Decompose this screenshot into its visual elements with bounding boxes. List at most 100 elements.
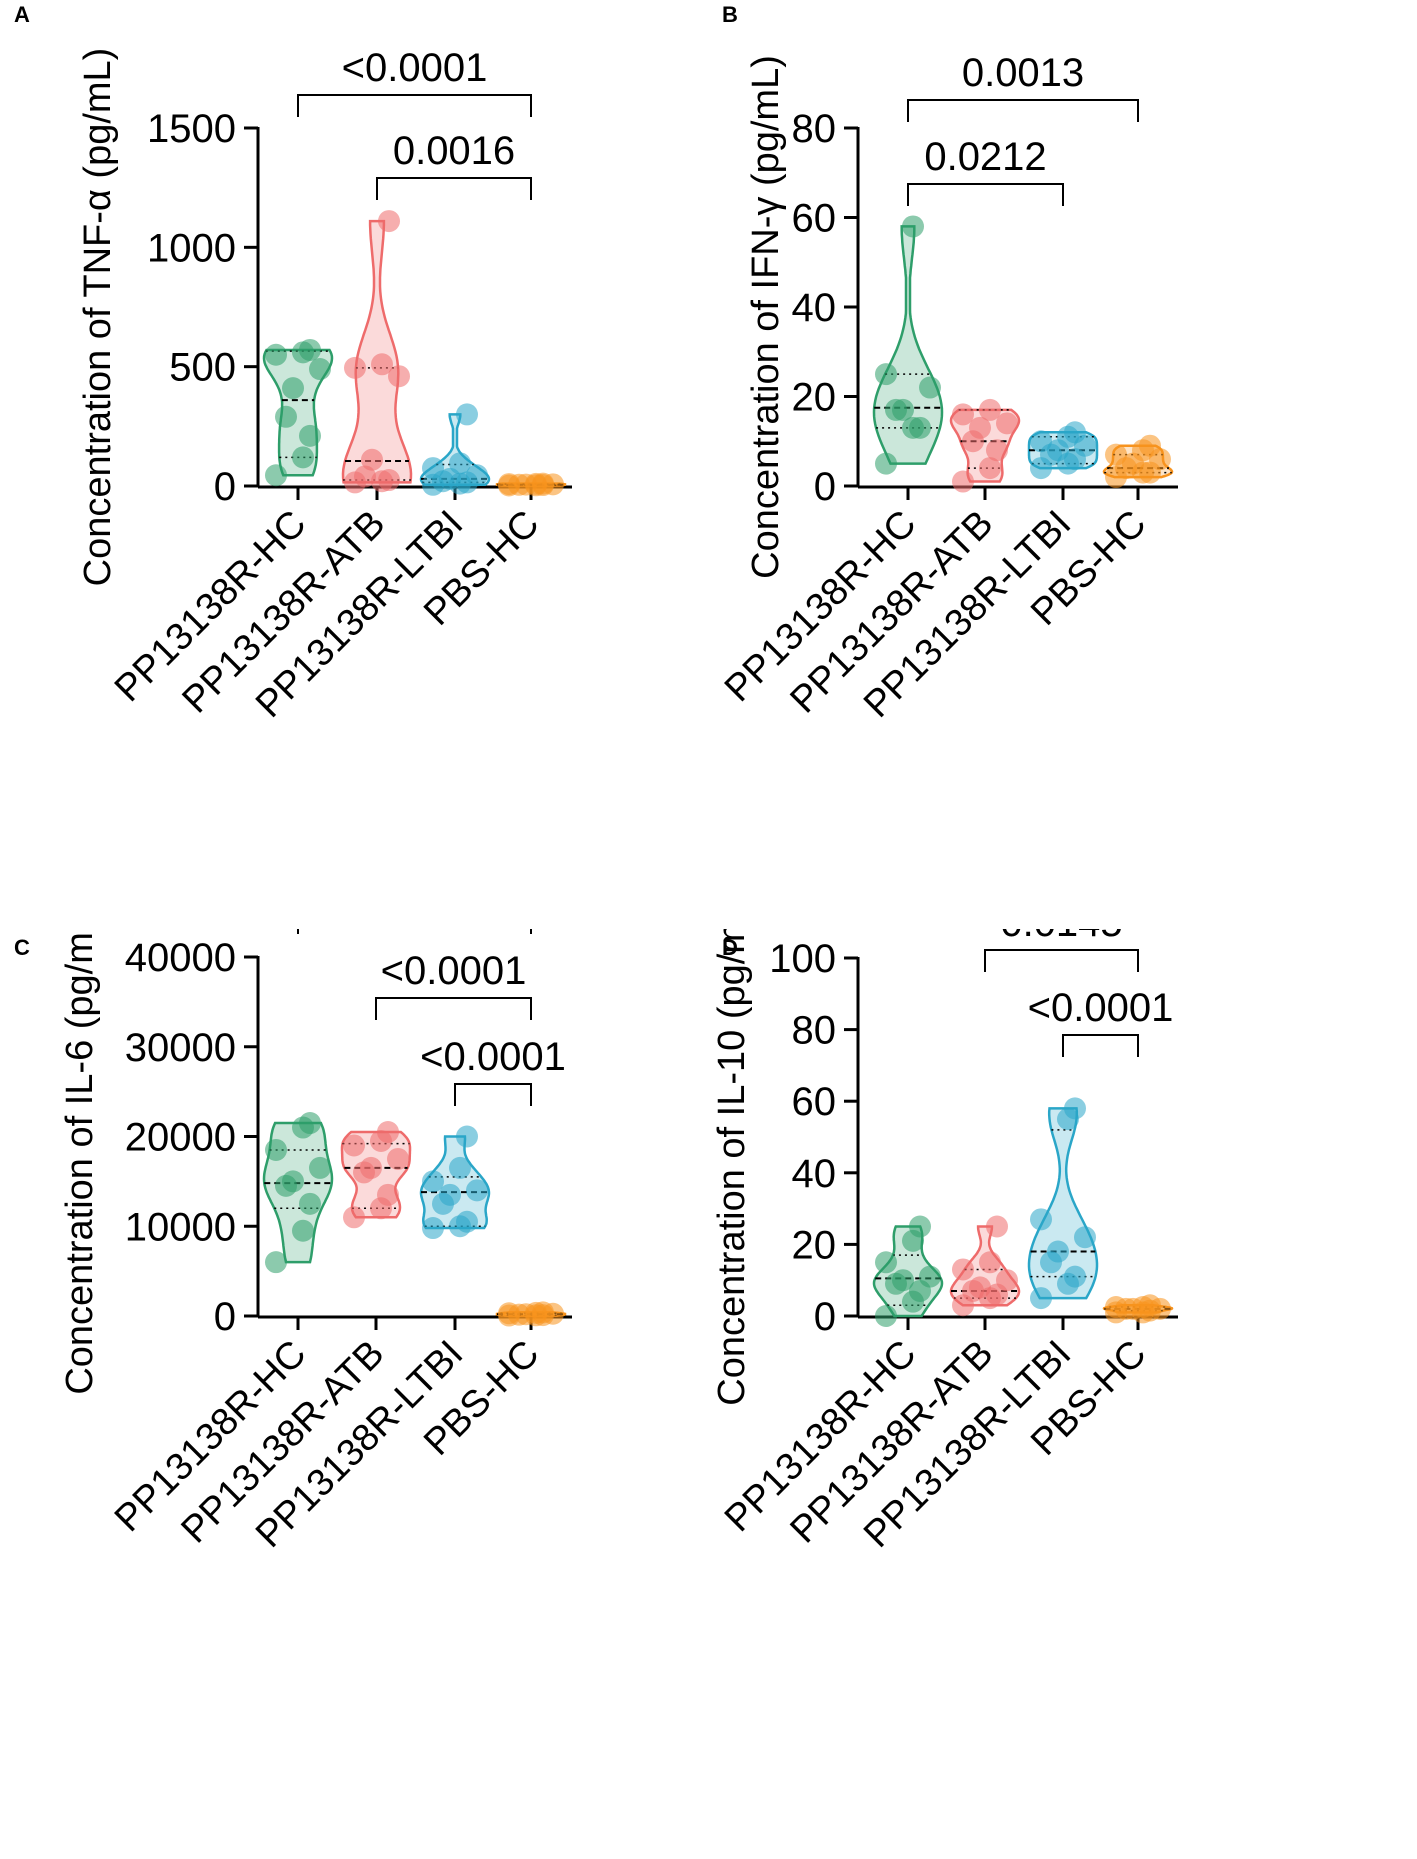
data-point [439,1183,461,1206]
y-axis-title: Concentration of TNF-α (pg/mL) [77,48,119,587]
chart-panel-d: D 0 20 40 60 80 100 Concentration of IL-10 (pg/… [711,929,1178,1556]
data-point [360,1156,382,1179]
data-point [456,1210,478,1233]
data-point [1030,1287,1052,1310]
y-tick-label: 20 [792,1223,837,1267]
data-point [422,1170,444,1193]
significance-bracket [984,949,1139,972]
significance-bracket [376,177,532,200]
data-point [875,1251,897,1274]
data-point [875,363,897,386]
y-axis-title: Concentration of IFN-γ (pg/mL) [745,55,787,579]
panel-b: B 0 20 40 60 80 Concentration of IFN-γ (pg/mL)… [708,0,1417,929]
y-tick-label: 40000 [125,936,236,980]
y-tick-label: 0 [814,465,836,509]
y-tick-label: 500 [169,346,236,390]
data-point [456,1125,478,1148]
p-value-label: <0.0001 [420,1035,566,1079]
data-point [282,377,304,400]
y-tick-label: 20 [792,376,837,420]
data-point [1105,1296,1127,1319]
y-tick-label: 60 [792,1080,837,1124]
data-point [979,457,1001,480]
p-value-label: 0.0145 [1000,929,1122,945]
panel-c: C 0 10000 20000 30000 40000 Concentration of I… [0,929,708,1859]
data-point [979,1251,1001,1274]
data-point [361,448,383,471]
data-point [875,1305,897,1327]
significance-bracket [1062,1034,1139,1057]
data-point [532,1301,554,1324]
data-point [1139,1294,1161,1317]
data-point [449,1156,471,1179]
data-point [265,464,287,487]
data-point [979,398,1001,421]
data-point [378,469,400,492]
data-point [952,403,974,426]
data-point [265,343,287,366]
data-point [388,365,410,388]
data-point [282,1170,304,1193]
data-point [996,1269,1018,1292]
data-point [378,210,400,233]
data-point [265,1138,287,1161]
y-tick-label: 0 [214,1295,236,1339]
data-point [466,464,488,487]
data-point [299,1112,321,1135]
p-value-label: <0.0001 [1028,986,1174,1030]
data-point [343,1206,365,1229]
data-point [377,1183,399,1206]
panel-letter: A [14,2,30,27]
data-point [996,412,1018,435]
data-point [986,1215,1008,1238]
panel-letter: C [14,935,30,960]
data-point [919,376,941,399]
data-point [498,1302,520,1325]
y-tick-label: 0 [214,465,236,509]
data-point [343,1134,365,1157]
p-value-label: <0.0001 [381,949,527,993]
data-point [892,398,914,421]
panel-letter: B [722,2,738,27]
y-tick-label: 40 [792,286,837,330]
data-point [952,1258,974,1281]
y-tick-label: 1000 [147,226,236,270]
data-point [354,465,376,488]
data-point [309,358,331,381]
data-point [892,1269,914,1292]
data-point [456,403,478,426]
data-point [1139,434,1161,457]
data-point [902,215,924,238]
p-value-label: 0.0013 [962,51,1084,95]
y-tick-label: 60 [792,197,837,241]
y-tick-label: 100 [769,937,836,981]
y-tick-label: 0 [814,1295,836,1339]
data-point [952,470,974,493]
data-point [292,446,314,469]
data-point [1047,1240,1069,1263]
y-tick-label: 20000 [125,1116,236,1160]
data-point [265,1251,287,1274]
data-point [1064,1265,1086,1288]
data-point [1074,1226,1096,1249]
data-point [275,405,297,428]
data-point [875,452,897,475]
panel-letter: D [722,935,738,960]
p-value-label: 0.0016 [393,129,515,173]
significance-bracket [375,997,532,1020]
data-point [919,1265,941,1288]
data-point [969,1276,991,1299]
significance-bracket [907,183,1064,206]
data-point [1064,1097,1086,1120]
data-point [387,1147,409,1170]
data-point [371,353,393,376]
p-value-label: <0.0001 [342,46,488,90]
data-point [909,416,931,439]
data-point [449,452,471,475]
data-point [1030,1208,1052,1231]
data-point [986,439,1008,462]
data-point [292,1219,314,1242]
data-point [299,1192,321,1215]
significance-bracket [907,99,1139,122]
